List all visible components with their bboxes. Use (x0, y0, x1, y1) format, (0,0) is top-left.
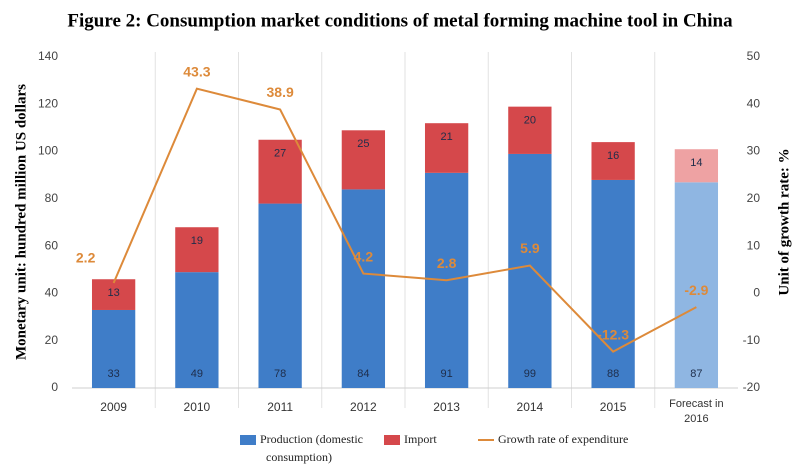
bar-value-label: 49 (191, 368, 203, 380)
bar-segment (591, 179, 635, 388)
y2-tick-label: 0 (753, 286, 760, 300)
line-value-label: -2.9 (684, 282, 708, 298)
bar-value-label: 21 (441, 131, 453, 143)
bar-value-label: 78 (274, 368, 286, 380)
x-tick-label: 2010 (184, 400, 211, 414)
bar-segment (91, 309, 136, 388)
bar-value-label: 19 (191, 235, 203, 247)
bar-segment (508, 153, 552, 388)
y-tick-label: 80 (45, 191, 59, 205)
bar-value-label: 25 (357, 138, 369, 150)
bar-segment (674, 182, 719, 388)
bar-segment (341, 130, 386, 190)
x-tick-label: 2009 (100, 400, 127, 414)
bar-value-label: 99 (524, 368, 536, 380)
line-value-label: 4.2 (354, 248, 374, 264)
y2-axis-title: Unit of growth rate: % (776, 148, 792, 295)
bar-value-label: 13 (108, 287, 120, 299)
y-tick-label: 120 (38, 96, 58, 110)
x-tick-label: 2014 (517, 400, 544, 414)
bar-segment (674, 149, 719, 183)
bar-segment (91, 279, 136, 310)
bar-value-label: 33 (108, 368, 120, 380)
growth-line (112, 87, 697, 353)
bar-value-label: 20 (524, 115, 536, 127)
y2-tick-label: 50 (747, 49, 761, 63)
legend-label: Import (404, 432, 437, 446)
bar-value-label: 27 (274, 148, 286, 160)
line-value-label: 2.8 (437, 255, 457, 271)
bar-segment (258, 139, 302, 204)
y-tick-label: 100 (38, 144, 58, 158)
bar-segment (258, 203, 302, 388)
bar-value-label: 91 (441, 368, 453, 380)
y-tick-label: 60 (45, 238, 59, 252)
bar-value-label: 87 (690, 368, 702, 380)
bar-segment (175, 227, 219, 273)
line-value-label: 43.3 (183, 63, 210, 79)
y2-tick-label: 20 (747, 191, 761, 205)
legend-label: Production (domestic consumption) (260, 432, 363, 464)
bar-value-label: 16 (607, 150, 619, 162)
bar-value-label: 88 (607, 368, 619, 380)
y-tick-label: 140 (38, 49, 58, 63)
line-value-label: 2.2 (76, 250, 96, 266)
bar-segment (591, 142, 635, 180)
y2-tick-label: -20 (743, 380, 761, 394)
y-tick-label: 20 (45, 333, 59, 347)
y2-tick-label: 10 (747, 238, 761, 252)
legend-label: Growth rate of expenditure (498, 432, 628, 446)
legend-swatch (384, 435, 400, 445)
y2-tick-label: -10 (743, 333, 761, 347)
x-tick-label: Forecast in 2016 (669, 398, 723, 425)
x-tick-label: 2011 (267, 400, 293, 414)
legend-swatch (240, 435, 256, 445)
x-tick-label: 2015 (600, 400, 627, 414)
bar-segment (508, 106, 552, 154)
bar-value-label: 84 (357, 368, 369, 380)
x-tick-label: 2012 (350, 400, 377, 414)
bar-value-label: 14 (690, 157, 702, 169)
line-value-label: 5.9 (520, 240, 540, 256)
y2-tick-label: 40 (747, 96, 761, 110)
line-value-label: -12.3 (597, 326, 629, 342)
y-tick-label: 40 (45, 286, 59, 300)
bar-segment (424, 123, 469, 173)
x-tick-label: 2013 (433, 400, 460, 414)
bar-segment (341, 189, 386, 388)
line-value-label: 38.9 (267, 84, 294, 100)
y2-tick-label: 30 (747, 144, 761, 158)
chart-title: Figure 2: Consumption market conditions … (67, 10, 733, 31)
y-tick-label: 0 (51, 380, 58, 394)
bar-segment (175, 272, 219, 388)
y-axis-title: Monetary unit: hundred million US dollar… (13, 84, 29, 360)
